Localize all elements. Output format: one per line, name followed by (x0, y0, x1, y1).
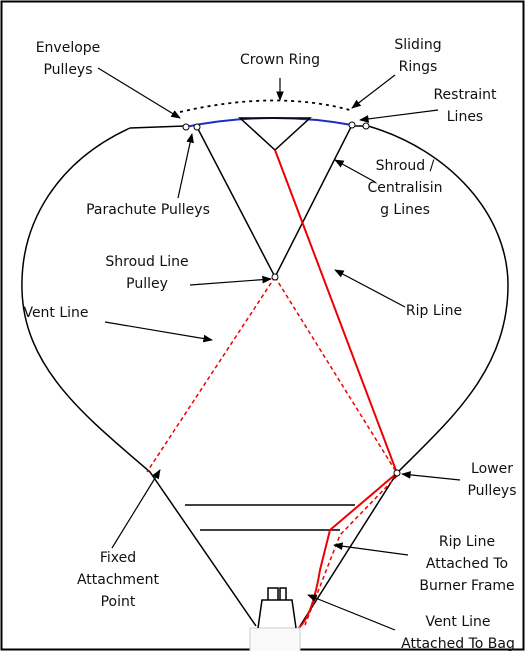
label: Rip Line (439, 534, 495, 550)
label: Shroud / (376, 158, 435, 174)
label: Restraint (433, 87, 497, 103)
balloon (21, 67, 509, 651)
label: Point (101, 594, 136, 610)
label: Attached To Bag (401, 636, 515, 651)
label: Sliding (394, 37, 441, 53)
label: Parachute Pulleys (86, 202, 210, 218)
label: Vent Line (425, 614, 490, 630)
label: Fixed (100, 550, 136, 566)
labels: Envelope Pulleys Crown Ring Sliding Rings Res… (23, 37, 516, 651)
label: Attachment (77, 572, 160, 588)
label: Vent Line (23, 305, 88, 321)
label: g Lines (380, 202, 430, 218)
label: Lower (471, 461, 513, 477)
label: Rip Line (406, 303, 462, 319)
label: Centralisin (368, 180, 443, 196)
label: Lines (447, 109, 483, 125)
label: Envelope (36, 40, 101, 56)
label: Shroud Line (105, 254, 188, 270)
label: Crown Ring (240, 52, 320, 68)
label: Rings (399, 59, 438, 75)
label: Pulleys (43, 62, 92, 78)
label: Attached To (426, 556, 508, 572)
label: Pulley (126, 276, 168, 292)
label: Pulleys (467, 483, 516, 499)
label: Burner Frame (419, 578, 514, 594)
